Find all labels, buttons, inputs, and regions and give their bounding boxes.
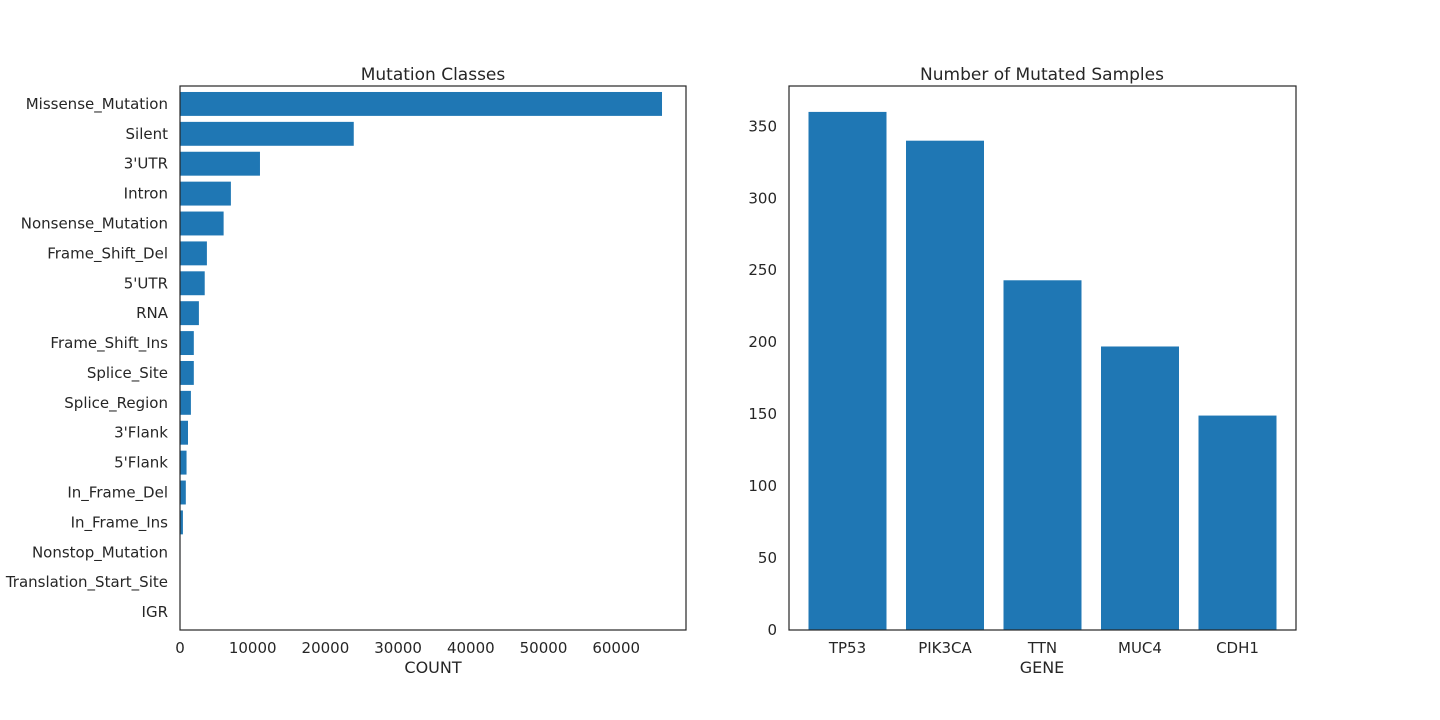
bar-frame-shift-ins: [180, 331, 194, 356]
count-tick-50: 50: [758, 549, 777, 567]
mutation-classes-xlabel: COUNT: [404, 658, 461, 677]
count-tick-150: 150: [748, 405, 777, 423]
category-label-frame-shift-ins: Frame_Shift_Ins: [50, 334, 168, 353]
category-label-3-utr: 3'UTR: [124, 155, 168, 173]
bar-splice-region: [180, 390, 191, 415]
count-tick-350: 350: [748, 117, 777, 135]
mutation-classes-title: Mutation Classes: [361, 65, 506, 85]
category-label-3-flank: 3'Flank: [114, 424, 168, 442]
bar-5-utr: [180, 271, 205, 296]
category-label-frame-shift-del: Frame_Shift_Del: [47, 244, 168, 263]
bar-ttn: [1003, 280, 1082, 630]
bar-splice-site: [180, 360, 194, 385]
gene-label-tp53: TP53: [828, 639, 866, 657]
mutation-classes-count-ticks: 0 10000 20000 30000 40000 50000 60000: [175, 639, 640, 657]
bar-silent: [180, 121, 354, 146]
bar-3-flank: [180, 420, 188, 445]
bar-in-frame-del: [180, 480, 186, 505]
count-tick-0: 0: [175, 639, 185, 657]
bar-nonsense-mutation: [180, 211, 224, 236]
mutation-classes-axes-frame: [179, 85, 687, 631]
mutated-samples-axes-frame: [788, 85, 1297, 631]
category-label-nonstop-mutation: Nonstop_Mutation: [32, 543, 168, 562]
bar-frame-shift-del: [180, 241, 207, 266]
category-label-splice-region: Splice_Region: [64, 394, 168, 413]
count-tick-100: 100: [748, 477, 777, 495]
count-tick-200: 200: [748, 333, 777, 351]
gene-label-ttn: TTN: [1027, 639, 1057, 657]
count-tick-250: 250: [748, 261, 777, 279]
category-label-5-flank: 5'Flank: [114, 454, 168, 472]
category-label-intron: Intron: [124, 185, 168, 203]
category-label-splice-site: Splice_Site: [87, 364, 168, 383]
count-tick-30000: 30000: [374, 639, 422, 657]
category-label-silent: Silent: [126, 125, 169, 143]
mutated-samples-xlabel: GENE: [1020, 658, 1065, 677]
bar-tp53: [808, 111, 887, 630]
count-tick-20000: 20000: [302, 639, 350, 657]
mutation-classes-category-labels: Missense_Mutation Silent 3'UTR Intron Nonsen…: [5, 95, 169, 621]
mutated-samples-chart: Number of Mutated Samples 0 50 100 150 200 25…: [748, 65, 1297, 677]
bar-muc4: [1101, 346, 1179, 630]
bar-pik3ca: [906, 140, 984, 630]
bar-3-utr: [180, 151, 260, 176]
category-label-translation-start-site: Translation_Start_Site: [5, 573, 168, 592]
bar-cdh1: [1198, 415, 1277, 630]
gene-label-pik3ca: PIK3CA: [918, 639, 972, 657]
mutation-classes-bars: [180, 91, 663, 625]
bar-in-frame-ins: [180, 510, 183, 535]
count-tick-40000: 40000: [447, 639, 495, 657]
mutated-samples-title: Number of Mutated Samples: [920, 65, 1164, 85]
mutated-samples-bars: [808, 111, 1277, 630]
mutated-samples-count-ticks: 0 50 100 150 200 250 300 350: [748, 117, 777, 639]
category-label-in-frame-del: In_Frame_Del: [67, 484, 168, 503]
count-tick-300: 300: [748, 189, 777, 207]
count-tick-0: 0: [767, 621, 777, 639]
count-tick-10000: 10000: [229, 639, 277, 657]
category-label-igr: IGR: [142, 603, 168, 621]
mutation-classes-chart: Mutation Classes Missense_Mutation Silent…: [5, 65, 687, 677]
bar-missense-mutation: [180, 91, 663, 116]
category-label-nonsense-mutation: Nonsense_Mutation: [21, 214, 168, 233]
category-label-missense-mutation: Missense_Mutation: [26, 95, 168, 114]
bar-intron: [180, 181, 231, 206]
mutated-samples-gene-labels: TP53 PIK3CA TTN MUC4 CDH1: [828, 639, 1259, 657]
count-tick-50000: 50000: [520, 639, 568, 657]
count-tick-60000: 60000: [592, 639, 640, 657]
category-label-5-utr: 5'UTR: [124, 274, 168, 292]
gene-label-cdh1: CDH1: [1216, 639, 1259, 657]
gene-label-muc4: MUC4: [1118, 639, 1162, 657]
bar-5-flank: [180, 450, 187, 475]
bar-rna: [180, 301, 199, 326]
category-label-rna: RNA: [136, 304, 169, 322]
category-label-in-frame-ins: In_Frame_Ins: [71, 513, 169, 532]
